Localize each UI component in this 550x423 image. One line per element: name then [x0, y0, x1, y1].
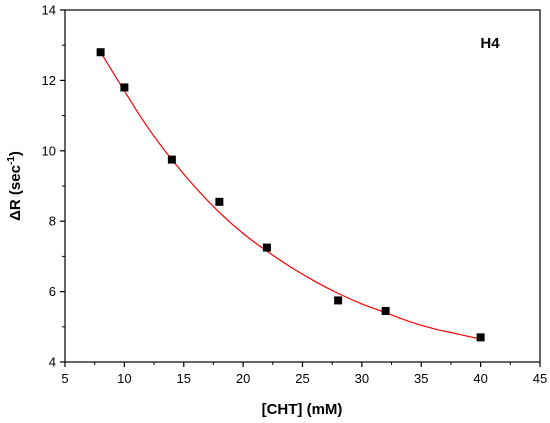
x-tick-label-30: 30 — [355, 371, 369, 386]
data-point-6 — [334, 296, 343, 305]
y-tick-label-10: 10 — [42, 143, 56, 158]
y-axis-title-sup: -1 — [6, 156, 17, 165]
data-point-7 — [381, 306, 390, 315]
x-tick-label-45: 45 — [533, 371, 547, 386]
x-tick-label-15: 15 — [177, 371, 191, 386]
data-point-2 — [120, 83, 129, 92]
y-tick-label-4: 4 — [49, 355, 56, 370]
data-point-3 — [167, 155, 176, 164]
y-tick-label-6: 6 — [49, 284, 56, 299]
fit-curve — [100, 51, 481, 340]
y-tick-label-14: 14 — [42, 3, 56, 18]
x-axis-title: [CHT] (mM) — [262, 401, 343, 418]
x-tick-labels: 5 10 15 20 25 30 35 40 45 — [61, 371, 547, 386]
y-tick-label-8: 8 — [49, 214, 56, 229]
x-tick-label-35: 35 — [414, 371, 428, 386]
x-tick-label-5: 5 — [61, 371, 68, 386]
y-tick-labels: 4 6 8 10 12 14 — [42, 3, 56, 370]
y-axis-title-main: ΔR (sec — [7, 165, 24, 221]
data-points — [96, 48, 485, 342]
x-tick-label-10: 10 — [117, 371, 131, 386]
data-point-8 — [476, 333, 485, 342]
y-axis-title: ΔR (sec-1) — [6, 151, 24, 221]
axis-ticks — [60, 9, 541, 367]
plot-frame — [64, 9, 541, 363]
x-tick-label-25: 25 — [295, 371, 309, 386]
y-axis-title-close: ) — [7, 151, 24, 156]
x-tick-label-20: 20 — [236, 371, 250, 386]
data-point-4 — [215, 197, 224, 206]
x-tick-label-40: 40 — [473, 371, 487, 386]
annotation-label: H4 — [480, 35, 500, 52]
data-point-1 — [96, 48, 105, 57]
data-point-5 — [262, 243, 271, 252]
y-tick-label-12: 12 — [42, 73, 56, 88]
